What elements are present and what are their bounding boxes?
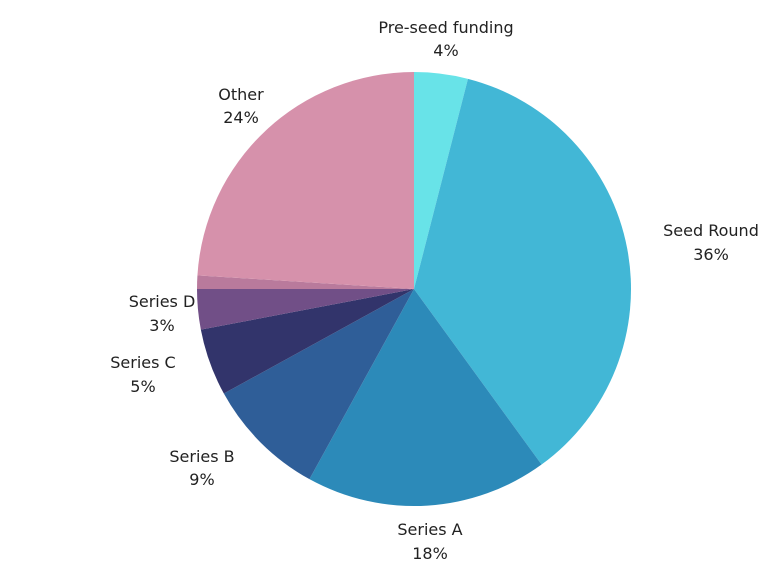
slice-label-seed-round: Seed Round <box>663 221 759 240</box>
slice-value-series-b: 9% <box>189 470 214 489</box>
slice-value-seed-round: 36% <box>693 245 729 264</box>
pie-slice-series-b <box>223 289 414 480</box>
slice-value-other: 24% <box>223 108 259 127</box>
pie-slice-series-d <box>197 289 414 330</box>
pie-slice-pre-seed-funding <box>414 72 468 289</box>
pie-slices <box>197 72 632 506</box>
slice-label-series-d: Series D <box>129 292 196 311</box>
slice-value-series-c: 5% <box>130 377 155 396</box>
pie-slice-series-a <box>309 289 542 506</box>
slice-value-series-a: 18% <box>412 544 448 563</box>
pie-slice-unlabeled <box>197 275 414 289</box>
slice-label-other: Other <box>218 85 264 104</box>
pie-slice-seed-round <box>414 78 632 465</box>
slice-label-series-a: Series A <box>397 520 462 539</box>
slice-label-series-c: Series C <box>110 353 175 372</box>
slice-label-pre-seed-funding: Pre-seed funding <box>378 18 513 37</box>
pie-labels: Pre-seed funding 4% Seed Round 36% Series A 1… <box>110 18 759 563</box>
slice-value-pre-seed-funding: 4% <box>433 41 458 60</box>
slice-value-series-d: 3% <box>149 316 174 335</box>
pie-slice-other <box>197 72 414 289</box>
slice-label-series-b: Series B <box>169 447 234 466</box>
pie-slice-series-c <box>200 289 414 394</box>
